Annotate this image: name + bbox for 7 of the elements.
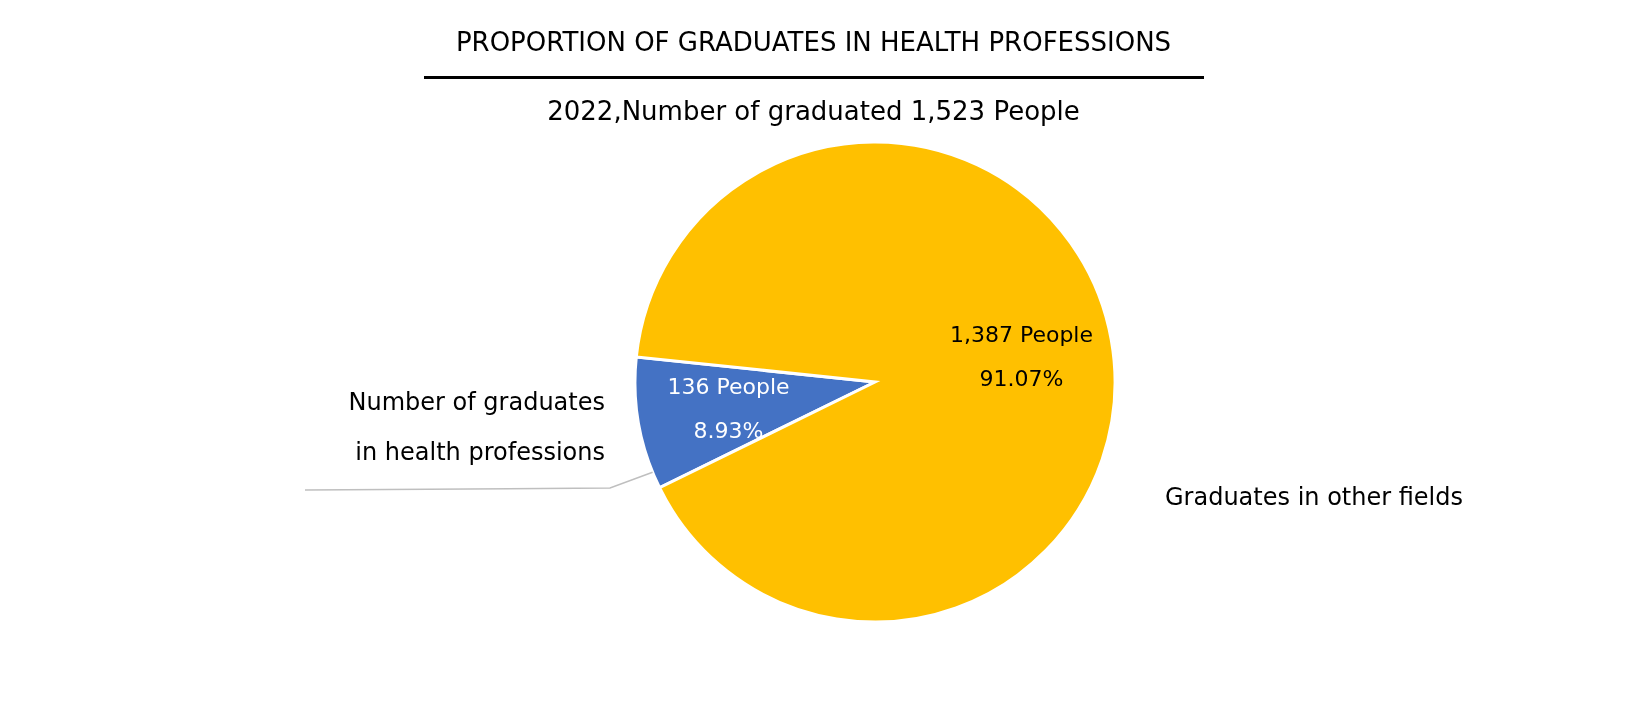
- slice-label: Graduates in other fields: [1165, 483, 1463, 511]
- data-label: 136 People 8.93%: [667, 373, 790, 443]
- chart-subtitle: 2022,Number of graduated 1,523 People: [546, 95, 1081, 127]
- chart-title: PROPORTION OF GRADUATES IN HEALTH PROFESSIONS: [454, 26, 1173, 58]
- pie-slice: [634, 140, 1117, 624]
- data-label: 1,387 People 91.07%: [949, 321, 1094, 391]
- slice-label: Number of graduates in health professions: [348, 388, 605, 466]
